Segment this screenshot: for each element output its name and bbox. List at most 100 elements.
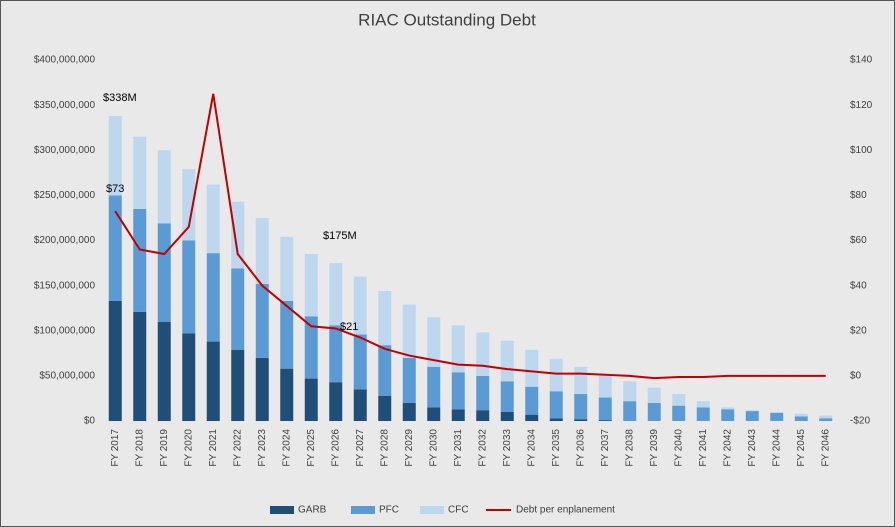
chart-title: RIAC Outstanding Debt bbox=[358, 10, 536, 29]
bar-segment bbox=[304, 254, 318, 317]
annotation: $338M bbox=[103, 92, 137, 104]
legend-label: GARB bbox=[298, 505, 327, 516]
y2-tick-label: $120 bbox=[850, 100, 873, 111]
bar-segment bbox=[353, 276, 367, 335]
bar-segment bbox=[623, 401, 637, 421]
bar-segment bbox=[770, 411, 784, 413]
x-tick-label: FY 2025 bbox=[306, 429, 317, 467]
bar-segment bbox=[206, 253, 220, 342]
bar-segment bbox=[721, 407, 735, 410]
legend-swatch bbox=[270, 506, 294, 514]
bar-segment bbox=[353, 334, 367, 390]
bar-segment bbox=[476, 332, 490, 376]
bar-segment bbox=[280, 368, 294, 421]
x-tick-label: FY 2028 bbox=[379, 429, 390, 467]
bar-segment bbox=[525, 386, 539, 415]
bar-segment bbox=[794, 416, 808, 421]
x-tick-label: FY 2027 bbox=[355, 429, 366, 467]
x-tick-label: FY 2032 bbox=[477, 429, 488, 467]
legend-swatch bbox=[420, 506, 444, 514]
bar-segment bbox=[206, 341, 220, 421]
bar-segment bbox=[672, 405, 686, 421]
x-tick-label: FY 2039 bbox=[649, 429, 660, 467]
x-tick-label: FY 2033 bbox=[502, 429, 513, 467]
bar-segment bbox=[304, 378, 318, 421]
bar-segment bbox=[206, 184, 220, 254]
bar-segment bbox=[476, 410, 490, 421]
bar-segment bbox=[647, 402, 661, 421]
x-tick-label: FY 2024 bbox=[281, 429, 292, 467]
bar-segment bbox=[329, 263, 343, 326]
x-tick-label: FY 2030 bbox=[428, 429, 439, 467]
y-tick-label: $150,000,000 bbox=[34, 280, 96, 291]
bar-segment bbox=[549, 418, 563, 421]
x-tick-label: FY 2034 bbox=[526, 429, 537, 467]
x-tick-label: FY 2037 bbox=[600, 429, 611, 467]
bar-segment bbox=[794, 413, 808, 417]
annotation: $21 bbox=[340, 321, 358, 333]
y2-tick-label: -$20 bbox=[850, 416, 870, 427]
bar-segment bbox=[182, 333, 196, 421]
y-tick-label: $300,000,000 bbox=[34, 145, 96, 156]
bar-segment bbox=[133, 208, 147, 312]
annotation: $175M bbox=[323, 230, 357, 242]
bar-segment bbox=[549, 358, 563, 392]
bar-segment bbox=[231, 268, 245, 350]
x-tick-label: FY 2031 bbox=[453, 429, 464, 467]
bar-segment bbox=[451, 409, 465, 421]
bar-segment bbox=[182, 240, 196, 334]
x-tick-label: FY 2020 bbox=[183, 429, 194, 467]
bar-segment bbox=[329, 382, 343, 421]
bar-segment bbox=[574, 419, 588, 421]
bar-segment bbox=[745, 410, 759, 412]
bar-segment bbox=[280, 300, 294, 369]
x-tick-label: FY 2045 bbox=[796, 429, 807, 467]
bar-segment bbox=[280, 236, 294, 301]
line-series bbox=[114, 93, 826, 380]
bar-segment bbox=[476, 375, 490, 411]
x-tick-label: FY 2043 bbox=[747, 429, 758, 467]
y-tick-label: $400,000,000 bbox=[34, 55, 96, 66]
bar-segment bbox=[598, 420, 612, 421]
x-tick-label: FY 2019 bbox=[159, 429, 170, 467]
y-tick-label: $50,000,000 bbox=[39, 371, 95, 382]
x-tick-label: FY 2026 bbox=[330, 429, 341, 467]
bar-segment bbox=[500, 381, 514, 412]
x-tick-label: FY 2044 bbox=[771, 429, 782, 467]
bar-segment bbox=[598, 375, 612, 398]
x-tick-label: FY 2029 bbox=[404, 429, 415, 467]
y-tick-label: $250,000,000 bbox=[34, 190, 96, 201]
x-tick-label: FY 2021 bbox=[208, 429, 219, 467]
y2-tick-label: $140 bbox=[850, 55, 873, 66]
y-tick-label: $350,000,000 bbox=[34, 100, 96, 111]
legend-label: PFC bbox=[379, 505, 399, 516]
bar-segment bbox=[721, 409, 735, 421]
y2-tick-label: $80 bbox=[850, 190, 867, 201]
y2-tick-label: $0 bbox=[850, 371, 862, 382]
bar-segment bbox=[255, 217, 269, 284]
bar-segment bbox=[574, 393, 588, 420]
bar-segment bbox=[402, 402, 416, 421]
bar-segment bbox=[133, 311, 147, 421]
bar-segment bbox=[549, 391, 563, 419]
x-tick-label: FY 2040 bbox=[673, 429, 684, 467]
bar-segment bbox=[745, 411, 759, 421]
bar-segment bbox=[574, 366, 588, 394]
bar-segment bbox=[157, 223, 171, 322]
bar-segment bbox=[108, 300, 122, 421]
bar-segment bbox=[500, 340, 514, 382]
x-tick-label: FY 2018 bbox=[134, 429, 145, 467]
bar-segment bbox=[500, 411, 514, 421]
bar-segment bbox=[378, 291, 392, 346]
bar-segment bbox=[329, 325, 343, 383]
bar-segment bbox=[427, 366, 441, 408]
legend-label: Debt per enplanement bbox=[516, 505, 615, 516]
bar-segment bbox=[525, 349, 539, 387]
bar-segment bbox=[108, 115, 122, 196]
bar-segment bbox=[696, 401, 710, 408]
y2-tick-label: $60 bbox=[850, 235, 867, 246]
bar-segment bbox=[427, 317, 441, 367]
bar-segment bbox=[819, 418, 833, 421]
bar-segment bbox=[696, 407, 710, 421]
